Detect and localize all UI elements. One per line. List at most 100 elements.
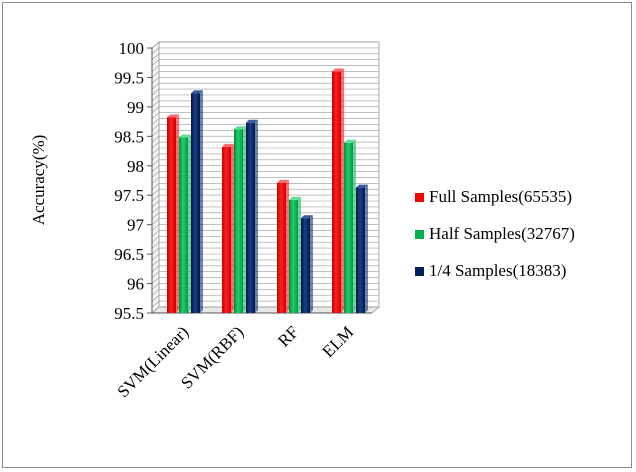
y-tick-label: 97 (127, 216, 145, 235)
y-tick-label: 100 (119, 39, 145, 58)
gridline-side (151, 53, 160, 61)
y-tick-label: 97.5 (114, 186, 144, 205)
bar-side (310, 215, 313, 313)
bar-top (289, 196, 301, 200)
legend: Full Samples(65535) Half Samples(32767) 1/… (415, 187, 575, 280)
legend-swatch (415, 230, 424, 239)
bar-side (341, 68, 344, 313)
bar-side (188, 134, 191, 313)
gridline-side (151, 294, 160, 302)
x-tick-labels: SVM(Linear)SVM(RBF) RF ELM (113, 322, 357, 401)
bar-top (246, 119, 258, 123)
bar-side (231, 143, 234, 313)
y-tick-label: 95.5 (114, 304, 144, 323)
legend-label: Half Samples(32767) (429, 224, 575, 243)
y-tick-label: 98.5 (114, 127, 144, 146)
bar (301, 218, 310, 313)
bar-side (176, 114, 179, 313)
bar-group (277, 179, 313, 313)
gridline-side (151, 171, 160, 178)
bar-side (365, 184, 368, 313)
gridline-side (151, 224, 160, 231)
gridline-side (151, 206, 160, 214)
bar-top (344, 139, 356, 143)
gridline-side (151, 135, 160, 143)
bar-top (356, 184, 368, 188)
gridline-side (151, 236, 160, 243)
gridline-side (151, 200, 160, 208)
bar (289, 199, 298, 313)
gridline-side (151, 47, 160, 55)
y-tick-label: 99.5 (114, 68, 144, 87)
gridline-side (151, 194, 160, 202)
gridline-side (151, 177, 160, 184)
bar (234, 129, 243, 313)
gridline-side (151, 71, 160, 78)
bar-group (167, 90, 203, 313)
gridline-side (151, 94, 160, 102)
gridline-side (151, 77, 160, 84)
gridline-side (151, 300, 160, 308)
gridline-side (151, 241, 160, 249)
bar (356, 187, 365, 313)
gridline-side (151, 253, 160, 261)
gridline-side (151, 289, 160, 296)
gridline-side (151, 188, 160, 196)
bar-group (332, 68, 368, 313)
gridline-side (151, 247, 160, 255)
bar-top (222, 143, 234, 147)
gridline-side (151, 147, 160, 155)
bar-top (179, 134, 191, 138)
x-tick-label: ELM (319, 322, 358, 361)
y-tick-label: 98 (127, 157, 144, 176)
gridline-side (151, 65, 160, 72)
bar-side (353, 139, 356, 313)
y-tick-label: 96.5 (114, 245, 144, 264)
gridline-side (151, 82, 160, 90)
gridline-side (151, 277, 160, 284)
gridline-side (151, 130, 160, 137)
gridline-side (151, 212, 160, 220)
gridline-side (151, 59, 160, 66)
gridline-side (151, 265, 160, 273)
legend-swatch (415, 193, 424, 202)
gridline-side (151, 259, 160, 267)
legend-swatch (415, 267, 424, 276)
gridline-side (151, 183, 160, 190)
bar (167, 117, 176, 313)
gridline-side (151, 112, 160, 119)
gridline-side (151, 41, 160, 49)
legend-label: 1/4 Samples(18383) (429, 261, 566, 280)
bar-side (243, 126, 246, 314)
gridline-side (151, 141, 160, 149)
gridline-side (151, 271, 160, 278)
x-tick-label: SVM(Linear) (113, 322, 192, 401)
y-tick-label: 99 (127, 98, 144, 117)
bar-side (286, 179, 289, 313)
gridline-side (151, 100, 160, 108)
gridline-side (151, 218, 160, 225)
bar (191, 93, 200, 313)
gridline-side (151, 230, 160, 237)
bar (344, 142, 353, 313)
bar-side (200, 90, 203, 313)
bar-group (222, 119, 258, 314)
bar-side (255, 119, 258, 314)
gridline-side (151, 153, 160, 161)
gridline-side (151, 118, 160, 125)
legend-label: Full Samples(65535) (429, 187, 572, 206)
bar-top (277, 179, 289, 183)
bar (277, 182, 286, 313)
bar-top (332, 68, 344, 72)
bar-side (298, 196, 301, 313)
bar-top (301, 215, 313, 219)
bar-top (191, 90, 203, 94)
gridline-side (151, 106, 160, 114)
y-axis-label: Accuracy(%) (29, 135, 48, 226)
y-tick-labels: 95.5 96 96.5 97 97.5 98 98.5 99 99.5 100 (114, 39, 152, 323)
bar-top (167, 114, 179, 118)
bar (222, 146, 231, 313)
gridline-side (151, 88, 160, 96)
bars (167, 68, 368, 314)
